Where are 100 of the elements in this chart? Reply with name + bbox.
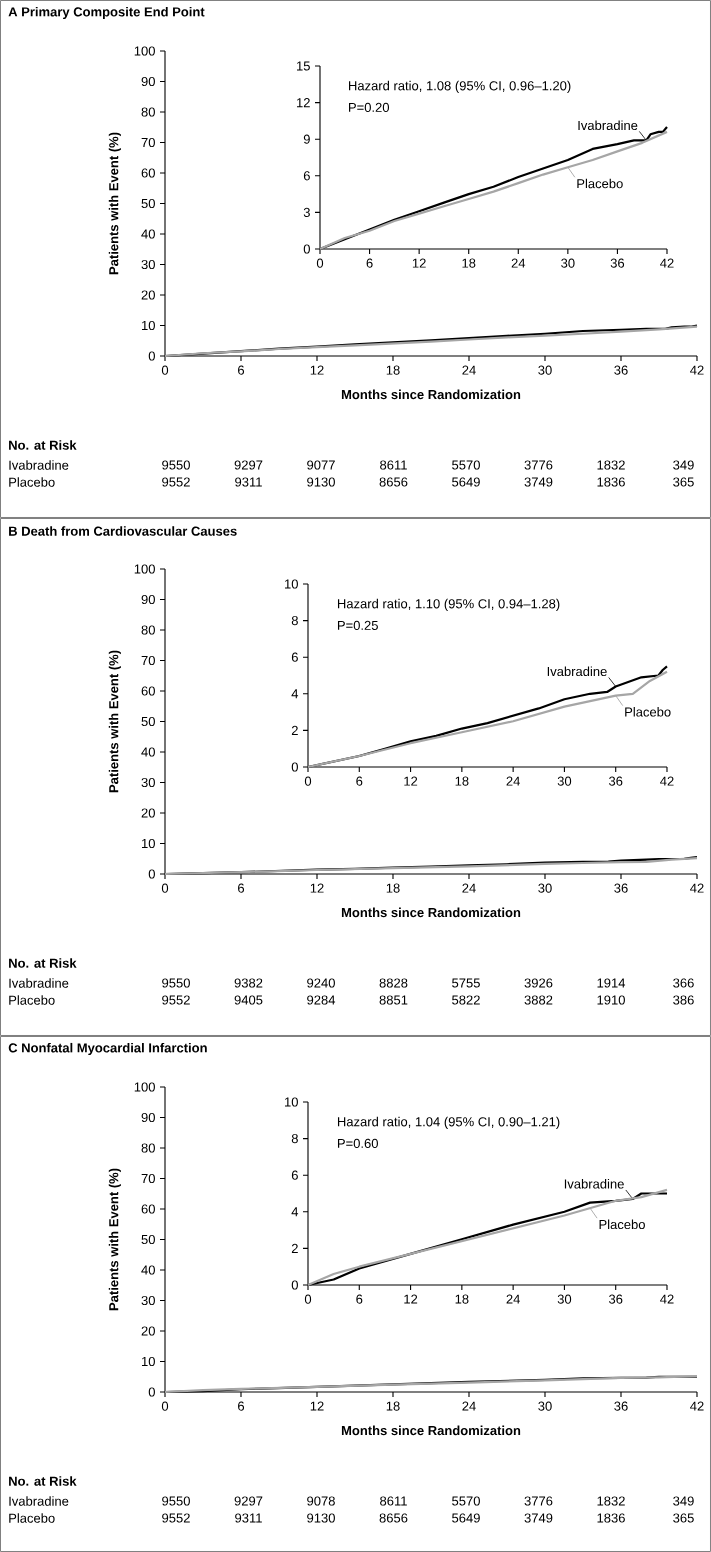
text: 366 [673, 978, 694, 988]
text: 9297 [234, 460, 263, 470]
x-tick-label: 0 [161, 365, 169, 375]
x-tick-label: 30 [538, 883, 552, 893]
y-tick-label: 15 [296, 61, 310, 71]
y-tick-label: 10 [284, 1097, 298, 1107]
text: Ivabradine [9, 978, 69, 988]
x-tick-label: 6 [238, 365, 245, 375]
y-tick-label: 50 [141, 716, 155, 727]
text: 9552 [162, 995, 190, 1005]
text: 365 [673, 477, 694, 487]
text: 1836 [597, 1513, 625, 1523]
x-tick-label: 24 [511, 258, 526, 268]
text: 9240 [307, 978, 335, 988]
x-tick-label: 0 [316, 258, 324, 268]
y-tick-label: 0 [148, 1387, 155, 1397]
chart-title: B Death from Cardiovascular Causes [9, 526, 237, 536]
x-tick-label: 36 [614, 1401, 628, 1411]
text: 9311 [235, 1513, 262, 1523]
text: Placebo [9, 1513, 55, 1523]
text: 3926 [524, 978, 553, 988]
y-tick-label: 70 [141, 655, 155, 666]
text: No. at Risk [9, 958, 77, 968]
y-axis-title: Patients with Event (%) [108, 650, 121, 793]
x-tick-label: 6 [366, 258, 373, 268]
text: 5755 [452, 978, 480, 988]
text: 9382 [234, 978, 263, 988]
y-tick-label: 60 [141, 1204, 155, 1214]
y-tick-label: 70 [141, 137, 155, 148]
y-tick-label: 8 [291, 615, 298, 626]
text: 3749 [524, 1513, 553, 1523]
x-axis-title: Months since Randomization [341, 389, 521, 400]
y-axis-title: Patients with Event (%) [108, 1168, 121, 1311]
x-tick-label: 18 [386, 1401, 400, 1411]
x-tick-label: 30 [561, 258, 575, 268]
y-tick-label: 6 [303, 171, 310, 181]
text: 9550 [162, 1496, 190, 1506]
y-tick-label: 10 [141, 1356, 155, 1367]
legend-label: Placebo [625, 707, 671, 717]
x-tick-label: 18 [462, 258, 476, 268]
series-label: Ivabradine [564, 1179, 624, 1189]
text: 9550 [162, 978, 190, 988]
y-tick-label: 40 [141, 747, 155, 757]
text: 3776 [524, 460, 553, 470]
y-tick-label: 4 [291, 689, 299, 699]
x-tick-label: 6 [356, 1294, 363, 1304]
text: Placebo [9, 477, 55, 487]
y-tick-label: 0 [291, 1280, 298, 1290]
x-tick-label: 36 [608, 1294, 623, 1304]
y-tick-label: 100 [134, 46, 155, 56]
x-tick-label: 18 [455, 776, 469, 786]
y-tick-label: 60 [141, 686, 155, 696]
y-tick-label: 0 [303, 244, 310, 254]
y-tick-label: 60 [141, 168, 155, 178]
y-tick-label: 0 [291, 762, 298, 772]
x-tick-label: 36 [614, 365, 628, 375]
x-tick-label: 42 [690, 365, 704, 375]
text: 1836 [597, 477, 625, 487]
x-tick-label: 6 [238, 1401, 245, 1411]
x-tick-label: 6 [238, 883, 245, 893]
y-tick-label: 20 [141, 290, 155, 300]
y-tick-label: 0 [148, 869, 155, 879]
text: No. at Risk [9, 1476, 77, 1486]
x-tick-label: 42 [690, 883, 704, 893]
x-tick-label: 18 [386, 365, 400, 375]
y-tick-label: 2 [291, 1243, 298, 1253]
text: 9130 [307, 477, 335, 487]
x-tick-label: 24 [462, 1401, 476, 1411]
y-tick-label: 3 [303, 207, 310, 217]
x-axis-title: Months since Randomization [341, 1425, 521, 1436]
text: 9550 [162, 460, 190, 470]
annotation: P=0.20 [349, 102, 390, 112]
series-label: Ivabradine [547, 666, 607, 677]
x-tick-label: 30 [557, 1294, 572, 1304]
y-tick-label: 8 [291, 1133, 298, 1144]
x-tick-label: 42 [690, 1401, 704, 1411]
x-tick-label: 36 [614, 883, 628, 893]
x-tick-label: 30 [557, 776, 572, 786]
x-tick-label: 6 [356, 776, 363, 786]
chart-title: C Nonfatal Myocardial Infarction [8, 1042, 207, 1056]
text: 1832 [597, 1496, 625, 1506]
y-tick-label: 12 [296, 98, 310, 108]
y-tick-label: 9 [303, 134, 310, 144]
legend-label: Placebo [599, 1219, 645, 1230]
x-tick-label: 12 [404, 776, 418, 786]
text: 3776 [524, 1496, 553, 1506]
y-tick-label: 80 [141, 625, 155, 635]
annotation: P=0.25 [337, 620, 378, 630]
text: 9552 [162, 1513, 190, 1523]
text: 8656 [379, 477, 408, 487]
series-label: Ivabradine [578, 120, 638, 131]
y-tick-label: 80 [141, 107, 155, 117]
y-tick-label: 20 [141, 1326, 155, 1336]
text: 9130 [307, 1513, 335, 1523]
y-tick-label: 90 [141, 594, 155, 605]
x-tick-label: 30 [538, 365, 552, 375]
text: 8611 [380, 1496, 407, 1506]
y-tick-label: 40 [141, 1265, 155, 1275]
text: Ivabradine [9, 460, 69, 470]
x-tick-label: 12 [310, 883, 324, 893]
